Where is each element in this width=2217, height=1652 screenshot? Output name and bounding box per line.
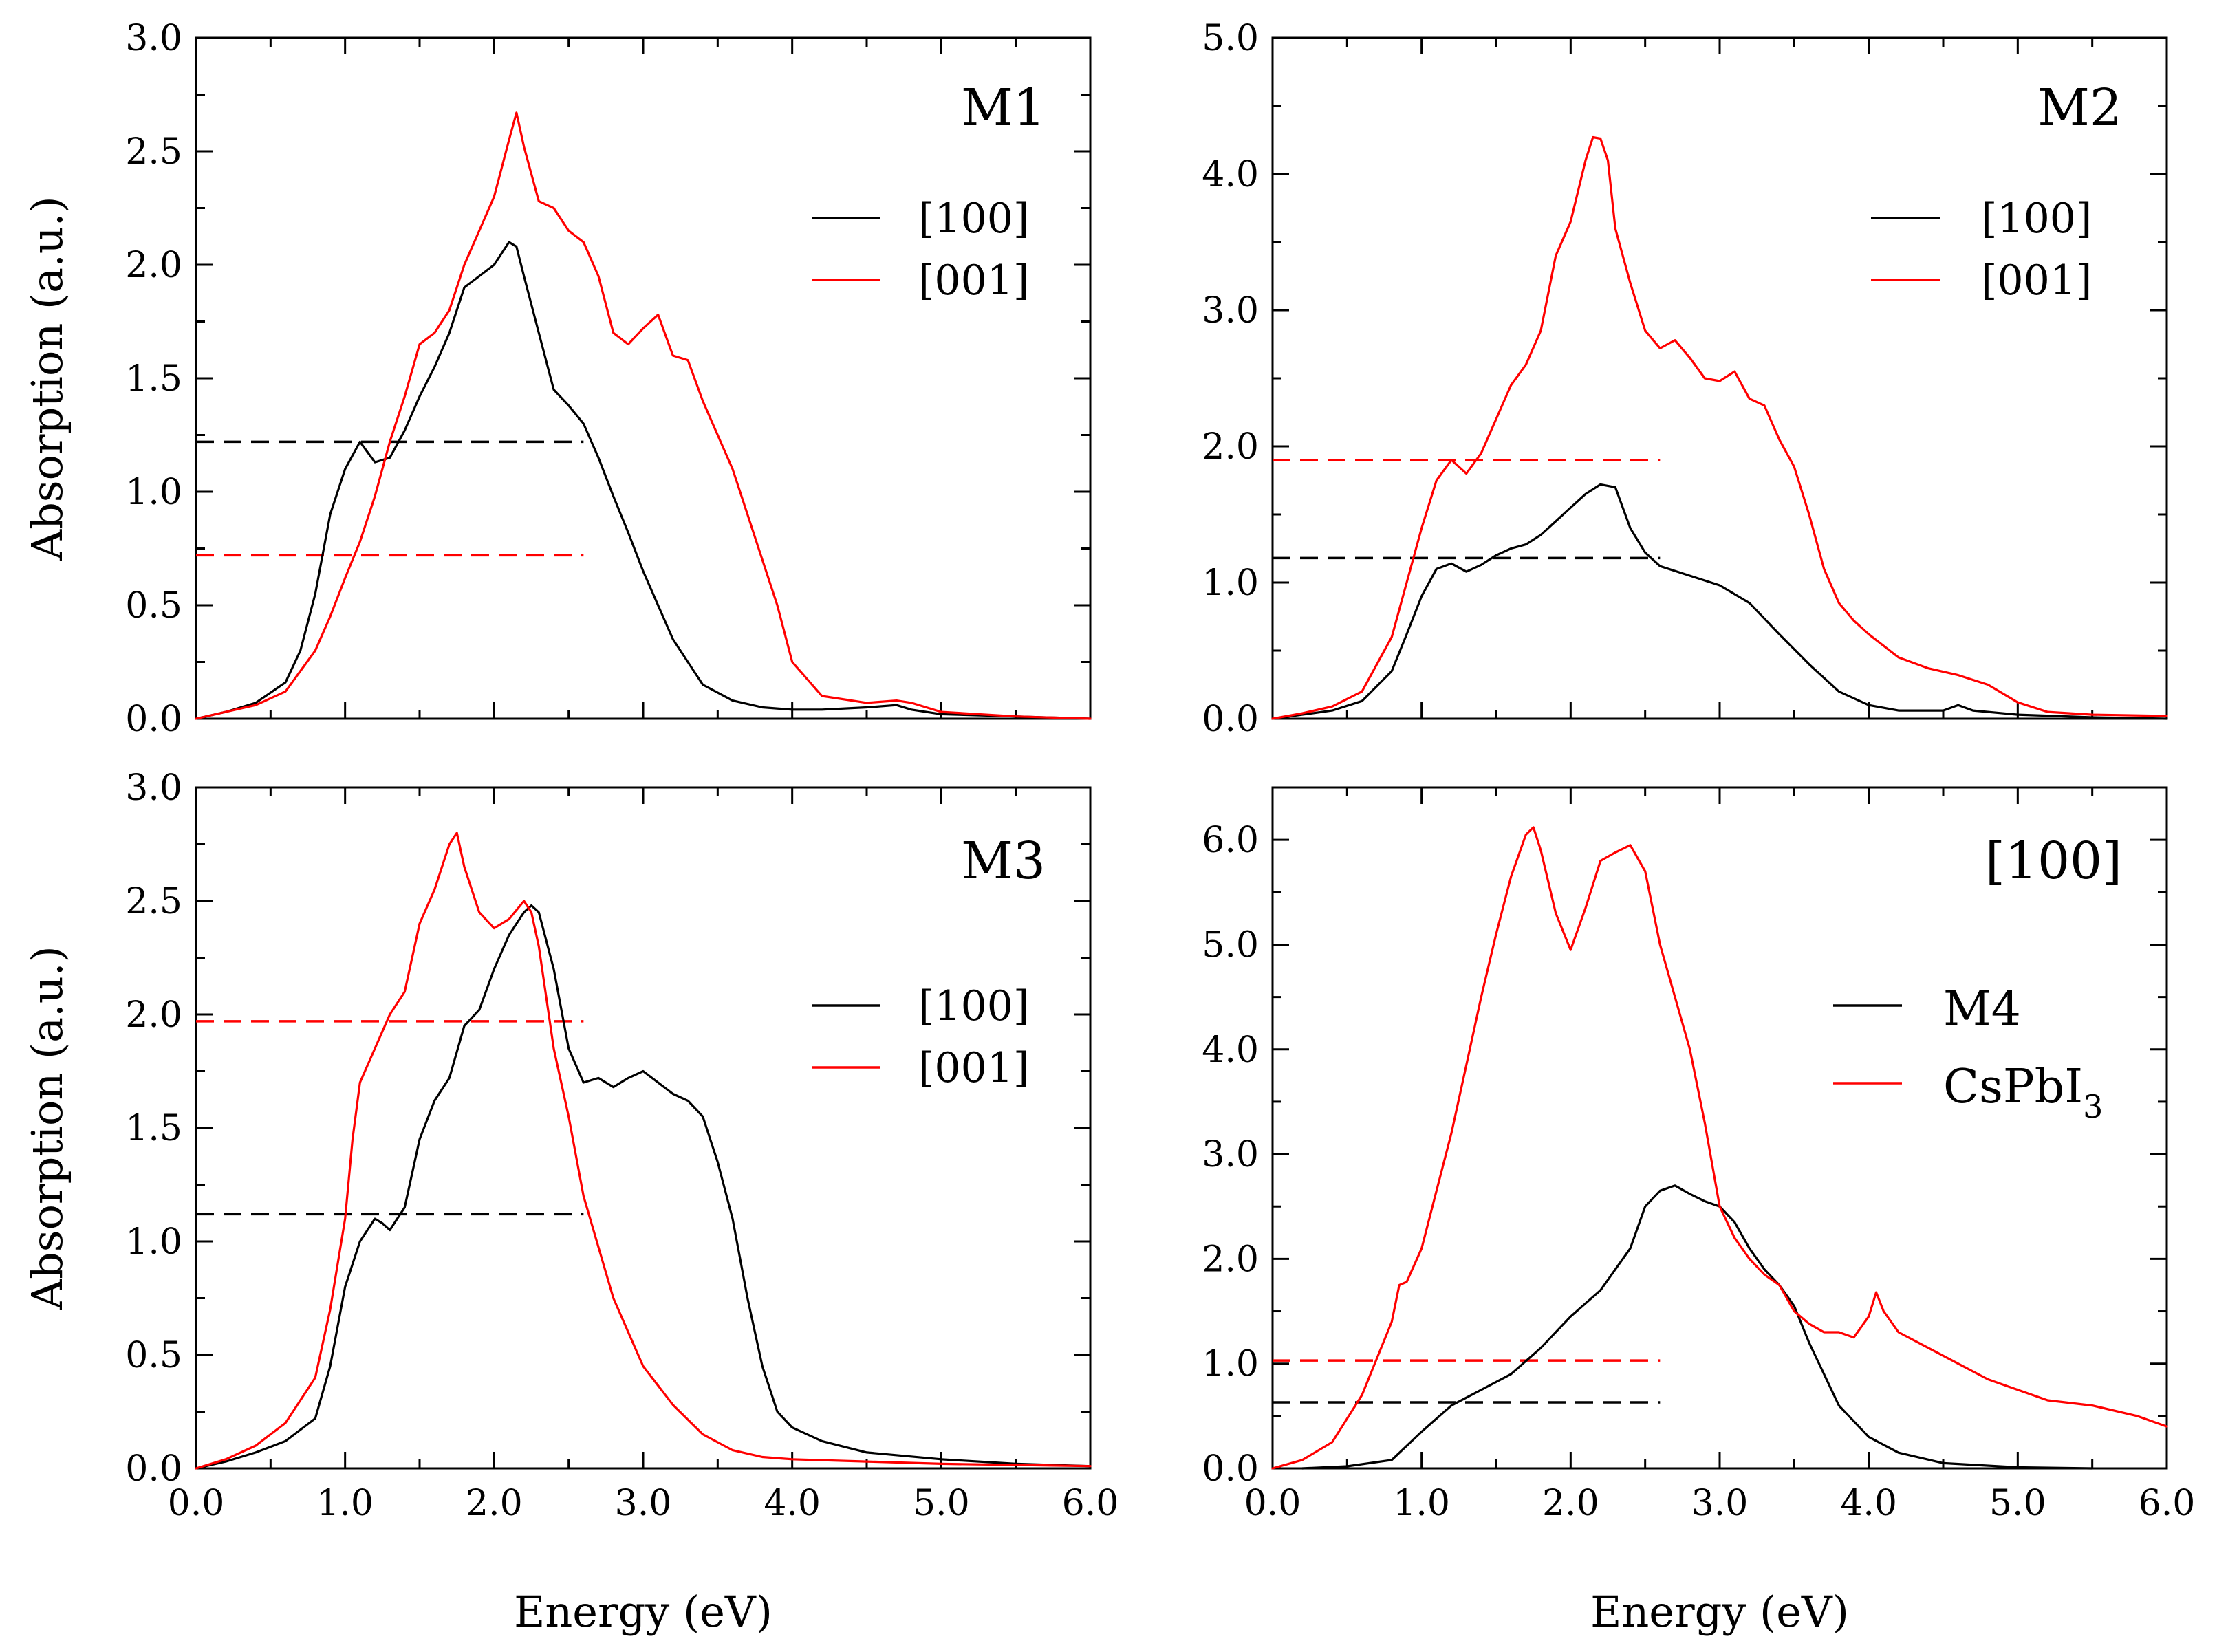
series-line-cspbi3 (1271, 826, 2168, 1470)
series-line-001 (195, 111, 1092, 720)
y-tick-label: 1.5 (125, 1108, 182, 1149)
panel-m2: 0.0 1.0 2.0 3.0 4.0 5.0 M2 [100] [001] (1202, 18, 2168, 740)
x-axis (195, 38, 1092, 719)
panel-label: [100] (1985, 832, 2122, 891)
y-tick-label: 0.5 (125, 585, 182, 627)
x-tick-label: 2.0 (1542, 1483, 1599, 1524)
y-axis: 0.0 0.5 1.0 1.5 2.0 2.5 3.0 (125, 768, 1090, 1490)
legend: M4 CsPbI3 (1833, 982, 2103, 1125)
x-tick-label: 3.0 (615, 1483, 672, 1524)
plot-frame (1271, 36, 2168, 720)
legend-label-001: [001] (1981, 257, 2092, 305)
legend-label-100: [100] (918, 982, 1029, 1030)
legend-label-m4: M4 (1943, 982, 2021, 1036)
legend: [100] [001] (812, 982, 1029, 1092)
x-tick-label: 0.0 (1244, 1483, 1301, 1524)
y-tick-label: 3.0 (125, 768, 182, 809)
y-tick-label: 0.0 (125, 1448, 182, 1490)
x-axis-title: Energy (eV) (1590, 1587, 1849, 1637)
y-tick-label: 3.0 (1202, 290, 1259, 332)
x-tick-label: 6.0 (1062, 1483, 1119, 1524)
y-axis-title: Absorption (a.u.) (22, 946, 72, 1310)
series-line-100 (195, 241, 1092, 720)
x-tick-label: 3.0 (1691, 1483, 1749, 1524)
y-tick-label: 5.0 (1202, 924, 1259, 966)
y-tick-label: 1.0 (1202, 1344, 1259, 1385)
x-tick-label: 4.0 (1840, 1483, 1897, 1524)
y-tick-label: 2.0 (125, 995, 182, 1036)
x-tick-label: 2.0 (466, 1483, 523, 1524)
dashed-levels (1273, 459, 1661, 560)
series-lines (195, 111, 1092, 720)
series-line-100 (1271, 483, 2168, 720)
y-axis: 0.0 0.5 1.0 1.5 2.0 2.5 3.0 (125, 18, 1090, 740)
legend-label-100: [100] (918, 195, 1029, 243)
y-tick-label: 3.0 (1202, 1134, 1259, 1175)
y-tick-label: 2.5 (125, 131, 182, 173)
x-tick-label: 4.0 (764, 1483, 821, 1524)
y-tick-label: 2.5 (125, 881, 182, 922)
legend-label-cspbi3: CsPbI3 (1943, 1060, 2103, 1125)
y-tick-label: 1.5 (125, 358, 182, 400)
panel-label: M3 (961, 832, 1046, 891)
series-lines (1271, 826, 2168, 1470)
x-tick-label: 1.0 (316, 1483, 374, 1524)
y-tick-label: 6.0 (1202, 820, 1259, 861)
dashed-levels (1273, 1359, 1661, 1404)
y-tick-label: 0.0 (1202, 699, 1259, 740)
x-tick-label: 1.0 (1393, 1483, 1450, 1524)
y-tick-label: 2.0 (1202, 426, 1259, 468)
y-tick-label: 0.0 (1202, 1448, 1259, 1490)
legend-label-cspbi3-main: CsPbI (1943, 1060, 2083, 1114)
y-tick-label: 4.0 (1202, 154, 1259, 195)
legend: [100] [001] (812, 195, 1029, 305)
x-tick-label: 0.0 (168, 1483, 225, 1524)
y-tick-label: 1.0 (125, 1221, 182, 1263)
y-tick-label: 1.0 (125, 472, 182, 513)
legend-label-100: [100] (1981, 195, 2092, 243)
y-axis-title: Absorption (a.u.) (22, 196, 72, 561)
panel-m3: 0.0 0.5 1.0 1.5 2.0 2.5 3.0 0.0 1.0 2.0 3.0 4.0 5.0… (22, 768, 1118, 1637)
legend-label-cspbi3-subscript: 3 (2083, 1088, 2103, 1125)
y-tick-label: 2.0 (1202, 1239, 1259, 1280)
x-axis (1271, 38, 2168, 719)
x-axis: 0.0 1.0 2.0 3.0 4.0 5.0 6.0 (1244, 787, 2196, 1524)
y-tick-label: 1.0 (1202, 563, 1259, 604)
series-line-m4 (1301, 1184, 2094, 1470)
y-tick-label: 3.0 (125, 18, 182, 59)
x-tick-label: 6.0 (2139, 1483, 2196, 1524)
panel-label: M1 (961, 78, 1046, 138)
series-line-001 (195, 832, 1092, 1470)
y-tick-label: 5.0 (1202, 18, 1259, 59)
x-tick-label: 5.0 (913, 1483, 970, 1524)
x-tick-label: 5.0 (1989, 1483, 2046, 1524)
x-axis: 0.0 1.0 2.0 3.0 4.0 5.0 6.0 (168, 787, 1119, 1524)
series-lines (195, 832, 1092, 1470)
y-axis: 0.0 1.0 2.0 3.0 4.0 5.0 (1202, 18, 2167, 740)
series-line-001 (1271, 135, 2168, 720)
series-lines (1271, 135, 2168, 720)
x-axis-title: Energy (eV) (514, 1587, 772, 1637)
legend: [100] [001] (1871, 195, 2092, 305)
legend-label-001: [001] (918, 257, 1029, 305)
dashed-levels (196, 1020, 584, 1216)
panel-m4-cspbi3: 0.0 1.0 2.0 3.0 4.0 5.0 6.0 0.0 1.0 2.0 3.0 4.0 5.0… (1202, 786, 2196, 1637)
y-tick-label: 0.0 (125, 699, 182, 740)
y-tick-label: 4.0 (1202, 1030, 1259, 1071)
y-axis: 0.0 1.0 2.0 3.0 4.0 5.0 6.0 (1202, 820, 2167, 1490)
y-tick-label: 0.5 (125, 1335, 182, 1376)
series-line-100 (195, 904, 1092, 1470)
panel-m1: 0.0 0.5 1.0 1.5 2.0 2.5 3.0 M1 [100] [001] Abs… (22, 18, 1092, 740)
legend-label-001: [001] (918, 1044, 1029, 1092)
panel-label: M2 (2037, 78, 2122, 138)
y-tick-label: 2.0 (125, 245, 182, 286)
